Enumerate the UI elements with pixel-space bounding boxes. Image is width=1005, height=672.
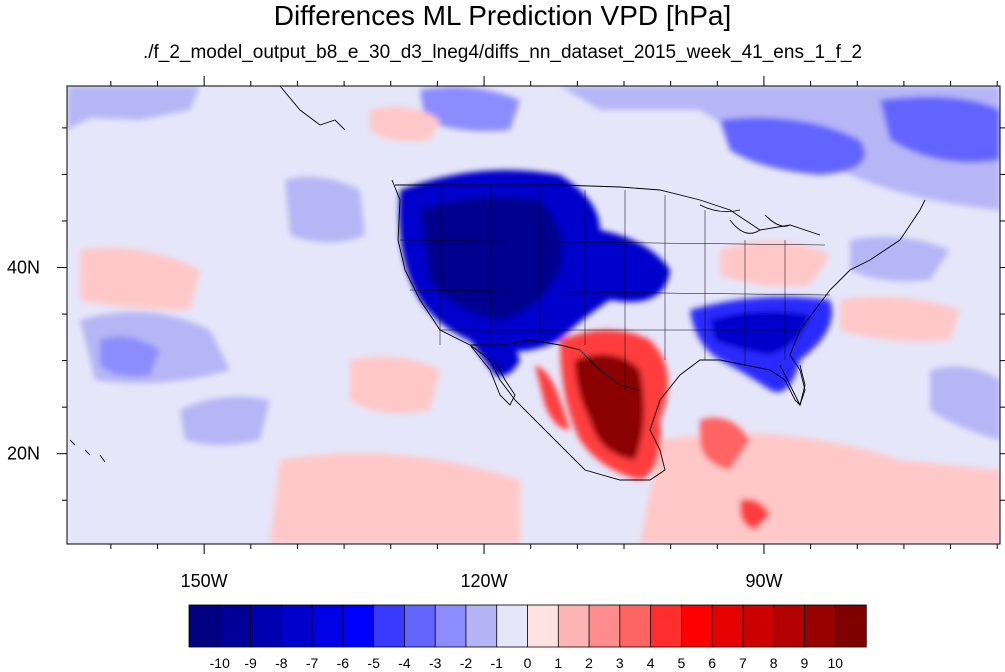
field-patch	[850, 236, 950, 282]
colorbar-swatch	[280, 604, 313, 648]
field-patch	[535, 365, 570, 430]
colorbar-label: -7	[306, 655, 319, 671]
colorbar-swatch	[773, 604, 806, 648]
colorbar-swatch	[465, 604, 498, 648]
colorbar-label: 2	[585, 655, 593, 671]
field-patch	[740, 499, 770, 530]
colorbar-swatch	[742, 604, 775, 648]
colorbar-label: -5	[367, 655, 380, 671]
field-patch	[270, 453, 520, 544]
field-patch	[840, 296, 960, 342]
colorbar-label: -6	[337, 655, 350, 671]
colorbar-label: 4	[647, 655, 655, 671]
map-frame	[66, 85, 1001, 545]
colorbar-label: -8	[275, 655, 288, 671]
colorbar-label: 5	[677, 655, 685, 671]
colorbar-label: 10	[827, 655, 843, 671]
field-patch	[720, 241, 830, 287]
coastline-hawaii	[69, 439, 106, 463]
colorbar-swatch	[711, 604, 744, 648]
colorbar-swatch	[527, 604, 559, 648]
great-lakes	[699, 204, 791, 234]
lat-tick-label: 40N	[7, 258, 40, 278]
colorbar-label: 1	[554, 655, 562, 671]
colorbar-swatch	[496, 604, 529, 648]
lat-tick-labels: 40N 20N	[7, 258, 40, 464]
field-patch	[80, 247, 200, 310]
field-patch	[720, 117, 865, 175]
lon-tick-labels: 150W 120W 90W	[181, 571, 783, 591]
state-borders	[399, 185, 831, 390]
colorbar-swatch	[680, 604, 713, 648]
field-patch	[420, 86, 520, 132]
colorbar: -10 -9 -8 -7 -6 -5 -4 -3 -2 -1 0 1 2 3 4 5 6 7 8 9 10	[188, 604, 867, 671]
colorbar-label: -9	[244, 655, 257, 671]
coastline-florida	[779, 364, 806, 407]
field-patch	[575, 354, 644, 460]
coastline-alaska	[279, 86, 346, 131]
coastline-baja	[469, 344, 516, 406]
field-patch	[370, 106, 440, 142]
lon-tick-label: 120W	[461, 571, 508, 591]
field-patch	[470, 320, 520, 376]
field-patch	[700, 417, 750, 470]
colorbar-swatch	[834, 604, 867, 648]
border-us-canada	[395, 184, 821, 236]
chart-subtitle: ./f_2_model_output_b8_e_30_d3_lneg4/diff…	[142, 42, 863, 63]
colorbar-swatch	[804, 604, 836, 648]
colorbar-label: -10	[210, 655, 230, 671]
colorbar-swatch	[188, 604, 221, 648]
colorbar-label: -3	[429, 655, 442, 671]
border-us-mexico	[470, 339, 641, 391]
field-patch	[420, 196, 563, 320]
colorbar-label: -2	[460, 655, 473, 671]
coastline-north-america	[391, 179, 926, 481]
colorbar-swatch	[250, 604, 283, 648]
coastlines	[69, 86, 926, 481]
colorbar-swatch	[342, 604, 375, 648]
colorbar-swatch	[557, 604, 590, 648]
colorbar-label: 7	[739, 655, 747, 671]
lon-tick-label: 90W	[745, 571, 782, 591]
colorbar-swatch	[434, 604, 467, 648]
lat-tick-label: 20N	[7, 444, 40, 464]
colorbar-swatch	[219, 604, 252, 648]
colorbar-swatch	[650, 604, 683, 648]
field-patch	[880, 96, 1000, 163]
chart-title: Differences ML Prediction VPD [hPa]	[273, 0, 732, 31]
colorbar-swatch	[619, 604, 652, 648]
colorbar-label: 0	[524, 655, 532, 671]
lon-tick-label: 150W	[181, 571, 228, 591]
colorbar-label: 6	[708, 655, 716, 671]
field-patch	[930, 366, 1000, 440]
field-patch	[285, 176, 365, 243]
colorbar-label: 9	[801, 655, 809, 671]
colorbar-label: -1	[491, 655, 504, 671]
colorbar-swatch	[588, 604, 621, 648]
axis-ticks	[57, 76, 1005, 554]
colorbar-label: 8	[770, 655, 778, 671]
colorbar-swatch	[373, 604, 406, 648]
field-patch	[180, 396, 270, 445]
field-patch	[100, 336, 160, 377]
colorbar-swatch	[311, 604, 344, 648]
colorbar-label: -4	[398, 655, 411, 671]
field-patch	[350, 356, 440, 414]
field-patch	[67, 86, 200, 130]
colorbar-swatch	[404, 604, 436, 648]
colorbar-label: 3	[616, 655, 624, 671]
vpd-difference-field	[67, 86, 1000, 544]
